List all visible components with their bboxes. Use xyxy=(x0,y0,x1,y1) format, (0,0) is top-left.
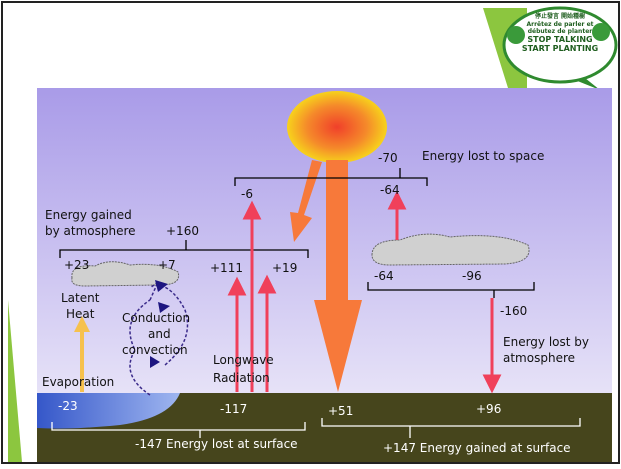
bracket xyxy=(59,240,309,258)
label: Latent xyxy=(61,291,100,305)
label: -160 xyxy=(500,304,527,318)
label: Energy lost by xyxy=(503,335,589,349)
solar-arrow xyxy=(290,160,322,242)
logo-text: STOP TALKING xyxy=(527,35,592,44)
label: Energy lost to space xyxy=(422,149,544,163)
solar-arrow xyxy=(314,160,362,392)
label: -23 xyxy=(58,399,78,413)
label: +51 xyxy=(328,404,353,418)
label: -96 xyxy=(462,269,482,283)
label: Longwave xyxy=(213,353,274,367)
logo: 停止發言 開始種樹 Arrêtez de parler et débutez d… xyxy=(502,6,618,90)
label: Energy gained xyxy=(45,208,132,222)
red-arrows xyxy=(227,190,502,394)
bracket xyxy=(321,418,581,438)
convection-head xyxy=(155,280,168,292)
label: +111 xyxy=(210,261,243,275)
latent-arrow xyxy=(74,316,90,392)
label: -6 xyxy=(241,187,253,201)
label: convection xyxy=(122,343,188,357)
label: Evaporation xyxy=(42,375,114,389)
label: and xyxy=(148,327,171,341)
label: +7 xyxy=(158,258,176,272)
logo-text: START PLANTING xyxy=(522,44,598,53)
label: Radiation xyxy=(213,371,270,385)
label: atmosphere xyxy=(503,351,575,365)
label: Heat xyxy=(66,307,95,321)
logo-text: débutez de planter xyxy=(528,28,593,35)
accent xyxy=(8,300,22,462)
label: +96 xyxy=(476,402,501,416)
label: -147 Energy lost at surface xyxy=(135,437,298,451)
cloud xyxy=(371,233,530,266)
label: +160 xyxy=(166,224,199,238)
cloud xyxy=(71,261,180,287)
convection-head xyxy=(150,356,160,368)
bracket xyxy=(367,282,535,298)
convection-arrow xyxy=(129,281,189,396)
label: +147 Energy gained at surface xyxy=(383,441,571,455)
label: by atmosphere xyxy=(45,224,136,238)
label: +23 xyxy=(64,258,89,272)
label: +19 xyxy=(272,261,297,275)
diagram: -70 Energy lost to space -6 -64 Energy g… xyxy=(37,88,612,462)
sun xyxy=(287,91,387,163)
label: -117 xyxy=(220,402,247,416)
label: -70 xyxy=(378,151,398,165)
bracket xyxy=(234,168,428,186)
label: -64 xyxy=(380,183,400,197)
logo-text: 停止發言 開始種樹 xyxy=(535,12,585,20)
label: -64 xyxy=(374,269,394,283)
convection-head xyxy=(158,302,170,313)
bracket xyxy=(51,422,306,438)
label: Conduction xyxy=(122,311,190,325)
ocean xyxy=(37,393,180,429)
logo-text: Arrêtez de parler et xyxy=(526,21,593,28)
